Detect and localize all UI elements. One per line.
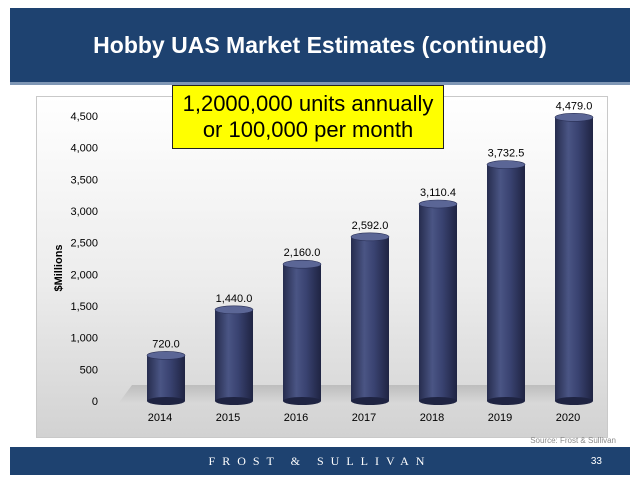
bar-chart: $Millions 0 500 1,000 1,500 2,000 2,500 3,000 3… — [53, 100, 594, 424]
y-tick-label: 0 — [92, 396, 98, 408]
x-tick-label: 2018 — [420, 412, 444, 424]
y-tick-label: 2,500 — [70, 238, 98, 250]
x-tick-label: 2019 — [488, 412, 512, 424]
x-tick-label: 2016 — [284, 412, 308, 424]
bar-2018 — [418, 199, 458, 405]
bar-value-label: 720.0 — [152, 338, 180, 350]
y-tick-label: 500 — [80, 364, 98, 376]
bar-value-label: 3,732.5 — [488, 148, 525, 160]
bar-2020 — [554, 113, 594, 405]
source-note: Source: Frost & Sullivan — [530, 436, 616, 445]
bar-value-label: 2,592.0 — [352, 220, 389, 232]
bar-2019 — [486, 160, 526, 405]
bar-value-label: 1,440.0 — [216, 293, 253, 305]
bar-value-label: 4,479.0 — [556, 100, 593, 112]
footer-brand: FROST & SULLIVAN — [208, 454, 432, 468]
callout-line-1: 1,2000,000 units annually — [182, 91, 434, 116]
y-axis-title: $Millions — [53, 244, 65, 291]
units-callout: 1,2000,000 units annually or 100,000 per… — [172, 85, 444, 149]
page-number: 33 — [590, 456, 602, 467]
y-tick-label: 4,000 — [70, 143, 98, 155]
y-tick-label: 2,000 — [70, 269, 98, 281]
callout-line-2: or 100,000 per month — [202, 117, 414, 142]
y-tick-label: 3,000 — [70, 206, 98, 218]
y-tick-label: 4,500 — [70, 111, 98, 123]
page-title: Hobby UAS Market Estimates (continued) — [93, 31, 547, 58]
bar-2016 — [282, 259, 322, 405]
y-tick-label: 1,500 — [70, 301, 98, 313]
x-tick-label: 2017 — [352, 412, 376, 424]
x-tick-label: 2020 — [556, 412, 580, 424]
bar-2017 — [350, 232, 390, 405]
y-tick-label: 1,000 — [70, 333, 98, 345]
bar-2015 — [214, 305, 254, 405]
bar-2014 — [146, 351, 186, 405]
x-tick-label: 2014 — [148, 412, 172, 424]
title-divider — [10, 82, 630, 85]
bar-value-label: 3,110.4 — [420, 187, 456, 199]
bar-value-label: 2,160.0 — [284, 247, 321, 259]
title-banner: Hobby UAS Market Estimates (continued) — [10, 8, 630, 82]
y-tick-label: 3,500 — [70, 174, 98, 186]
x-tick-label: 2015 — [216, 412, 240, 424]
footer-bar: FROST & SULLIVAN 33 — [10, 447, 630, 475]
